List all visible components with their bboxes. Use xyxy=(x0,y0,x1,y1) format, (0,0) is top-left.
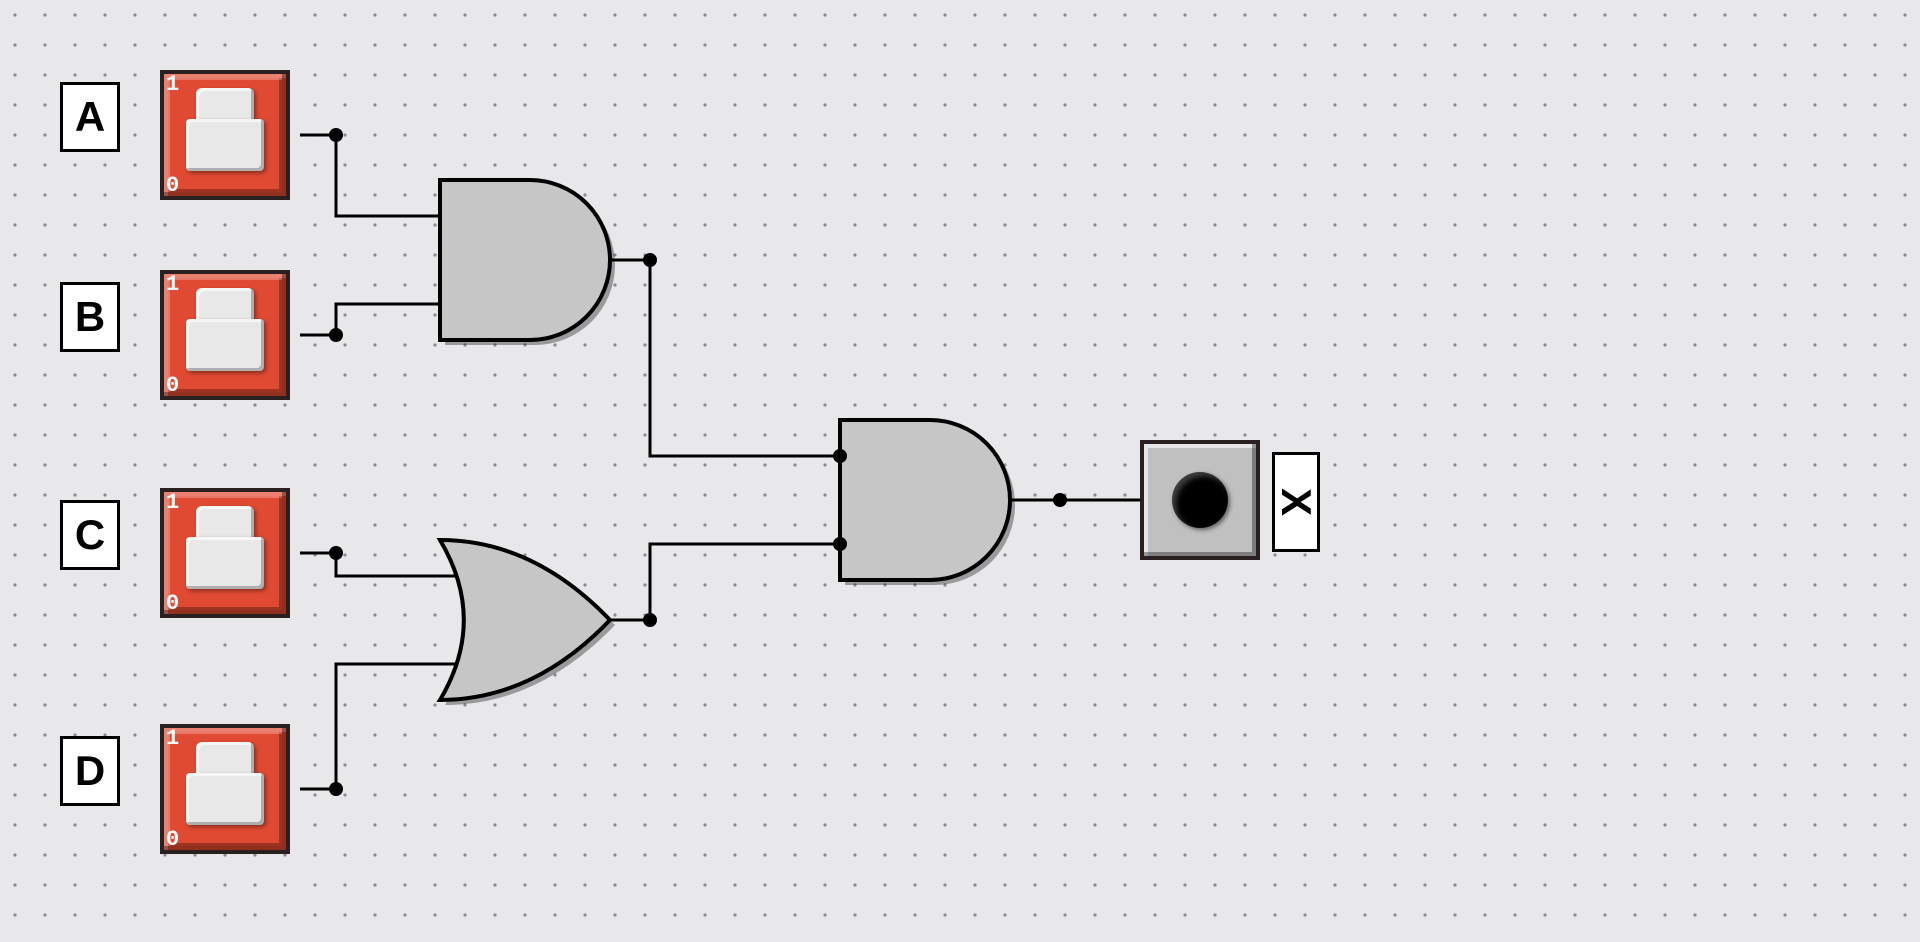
and-gate-g1[interactable] xyxy=(440,180,615,345)
switch-lever-icon xyxy=(186,537,264,589)
switch-label-0: 0 xyxy=(166,373,179,398)
lamp-icon xyxy=(1172,472,1228,528)
switch-label-0: 0 xyxy=(166,173,179,198)
wire xyxy=(300,304,440,335)
wire xyxy=(610,544,840,620)
toggle-switch-a[interactable]: 10 xyxy=(160,70,290,200)
switch-lever-icon xyxy=(186,319,264,371)
switch-label-0: 0 xyxy=(166,591,179,616)
wire-node-icon xyxy=(329,328,343,342)
switch-label-1: 1 xyxy=(166,726,179,751)
wire xyxy=(300,664,457,789)
wire-node-icon xyxy=(643,613,657,627)
input-label-b: B xyxy=(60,282,120,352)
wire-node-icon xyxy=(329,128,343,142)
toggle-switch-c[interactable]: 10 xyxy=(160,488,290,618)
toggle-switch-b[interactable]: 10 xyxy=(160,270,290,400)
switch-lever-icon xyxy=(186,119,264,171)
switch-label-1: 1 xyxy=(166,72,179,97)
circuit-canvas: A10B10C10D10X xyxy=(0,0,1920,942)
switch-label-0: 0 xyxy=(166,827,179,852)
output-lamp[interactable] xyxy=(1140,440,1260,560)
wire-node-icon xyxy=(329,782,343,796)
wire xyxy=(300,553,457,576)
wire-node-icon xyxy=(1053,493,1067,507)
switch-lever-icon xyxy=(186,773,264,825)
input-label-a: A xyxy=(60,82,120,152)
switch-label-1: 1 xyxy=(166,272,179,297)
switch-label-1: 1 xyxy=(166,490,179,515)
wire-node-icon xyxy=(643,253,657,267)
toggle-switch-d[interactable]: 10 xyxy=(160,724,290,854)
wire-node-icon xyxy=(833,537,847,551)
wire xyxy=(610,260,840,456)
input-label-c: C xyxy=(60,500,120,570)
output-label-x: X xyxy=(1272,452,1320,552)
or-gate-g2[interactable] xyxy=(440,540,615,705)
and-gate-g3[interactable] xyxy=(840,420,1015,585)
wire-node-icon xyxy=(329,546,343,560)
input-label-d: D xyxy=(60,736,120,806)
wire xyxy=(300,135,440,216)
wire-node-icon xyxy=(833,449,847,463)
